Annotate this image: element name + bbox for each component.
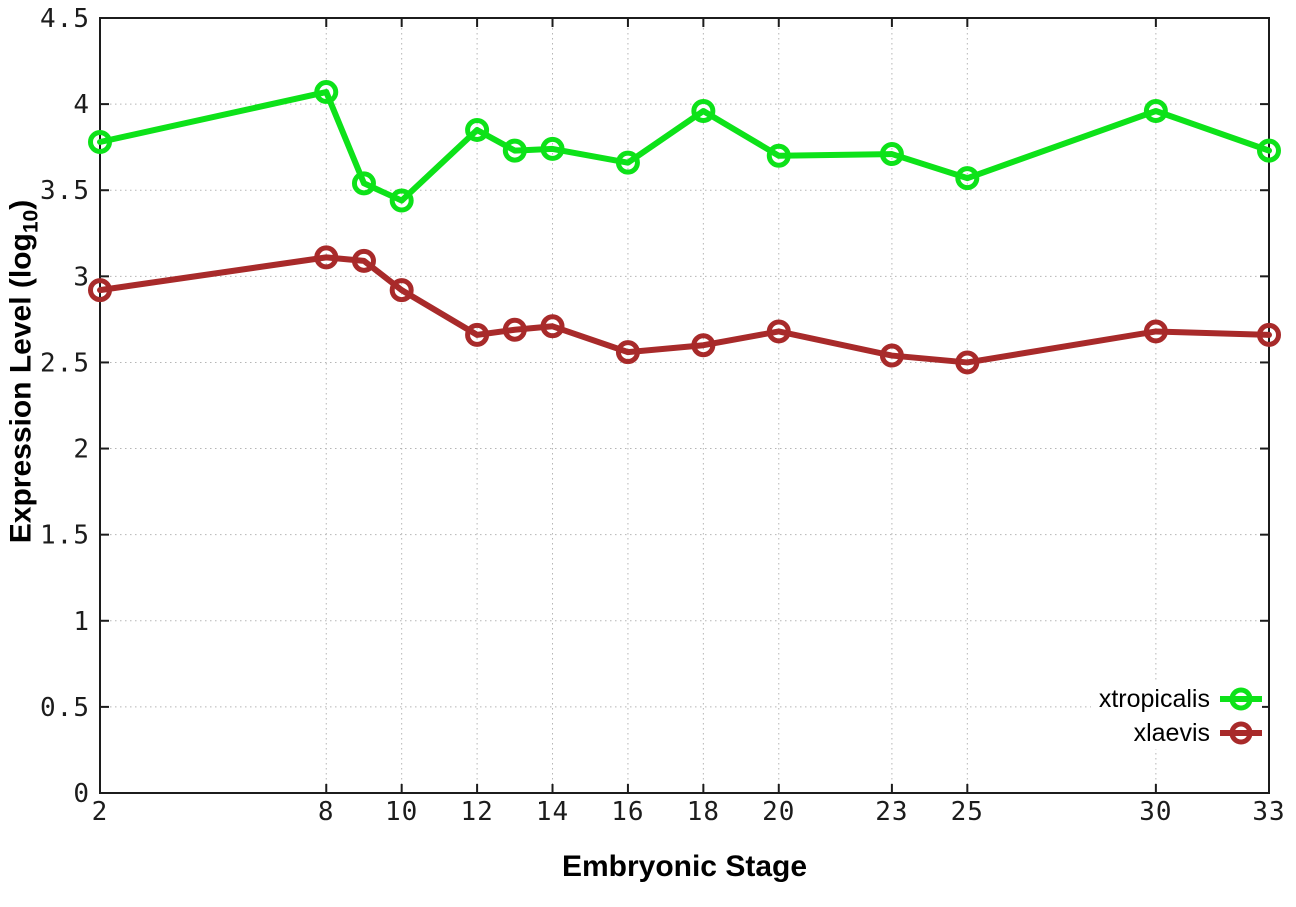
data-point-xlaevis — [389, 278, 414, 303]
data-point-xlaevis — [766, 319, 791, 344]
y-tick-label: 3.5 — [40, 176, 90, 206]
x-tick-label: 12 — [460, 797, 493, 827]
data-point-xtropicalis — [1143, 99, 1168, 123]
legend-label-xtropicalis: xtropicalis — [1098, 684, 1210, 713]
y-tick-label: 0 — [73, 779, 90, 809]
data-point-xtropicalis — [389, 188, 414, 213]
y-tick-label: 2.5 — [40, 348, 90, 378]
data-point-xtropicalis — [88, 130, 112, 154]
data-point-xtropicalis — [465, 117, 490, 142]
x-tick-label: 16 — [611, 797, 644, 827]
y-axis-title: Expression Level (log10) — [5, 116, 44, 628]
x-tick-label: 14 — [536, 797, 569, 827]
y-axis-title-sub: 10 — [19, 209, 43, 234]
data-point-xlaevis — [540, 314, 565, 339]
y-tick-label: 4.5 — [40, 4, 90, 34]
y-axis-title-main: Expression Level (log — [4, 233, 38, 544]
y-tick-label: 1.5 — [40, 521, 90, 551]
data-point-xtropicalis — [879, 142, 904, 167]
data-point-xlaevis — [1143, 319, 1168, 344]
y-tick-label: 0.5 — [40, 693, 90, 723]
x-tick-label: 10 — [385, 797, 418, 827]
legend-label-xlaevis: xlaevis — [1133, 718, 1210, 747]
data-point-xlaevis — [351, 248, 376, 273]
x-tick-label: 8 — [318, 797, 335, 827]
data-point-xtropicalis — [955, 166, 980, 191]
x-tick-label: 33 — [1252, 797, 1285, 827]
data-point-xlaevis — [314, 245, 339, 270]
x-tick-label: 18 — [687, 797, 720, 827]
plot-border — [99, 17, 1270, 794]
data-point-xlaevis — [502, 317, 527, 342]
data-point-xlaevis — [691, 333, 716, 358]
x-axis-title: Embryonic Stage — [561, 850, 808, 883]
legend-item-xlaevis: xlaevis — [1090, 717, 1262, 749]
legend-item-xtropicalis: xtropicalis — [1090, 683, 1262, 715]
y-tick-label: 1 — [73, 607, 90, 637]
data-point-xlaevis — [88, 278, 112, 303]
data-point-xtropicalis — [1257, 138, 1281, 163]
y-tick-label: 3 — [73, 262, 90, 292]
legend-marker-xtropicalis-icon — [1220, 686, 1262, 712]
data-point-xtropicalis — [691, 99, 716, 123]
data-point-xlaevis — [465, 322, 490, 347]
data-point-xtropicalis — [314, 80, 339, 105]
y-axis-title-close: ) — [4, 199, 38, 210]
data-point-xlaevis — [955, 350, 980, 375]
x-tick-label: 2 — [92, 797, 109, 827]
data-point-xlaevis — [879, 343, 904, 368]
data-point-xtropicalis — [615, 150, 640, 175]
x-tick-label: 20 — [762, 797, 795, 827]
series-line-xtropicalis — [97, 89, 1272, 204]
x-tick-label: 23 — [875, 797, 908, 827]
data-point-xlaevis — [1257, 322, 1281, 347]
data-point-xlaevis — [615, 340, 640, 365]
data-point-xtropicalis — [766, 143, 791, 168]
data-point-xtropicalis — [502, 138, 527, 163]
legend: xtropicalis xlaevis — [1090, 683, 1262, 749]
legend-marker-xlaevis-icon — [1220, 720, 1262, 746]
x-tick-label: 30 — [1139, 797, 1172, 827]
y-tick-label: 2 — [73, 435, 90, 465]
data-point-xtropicalis — [540, 136, 565, 161]
data-point-xtropicalis — [351, 171, 376, 196]
y-tick-label: 4 — [73, 90, 90, 120]
x-tick-label: 25 — [951, 797, 984, 827]
series-line-xlaevis — [97, 254, 1272, 366]
